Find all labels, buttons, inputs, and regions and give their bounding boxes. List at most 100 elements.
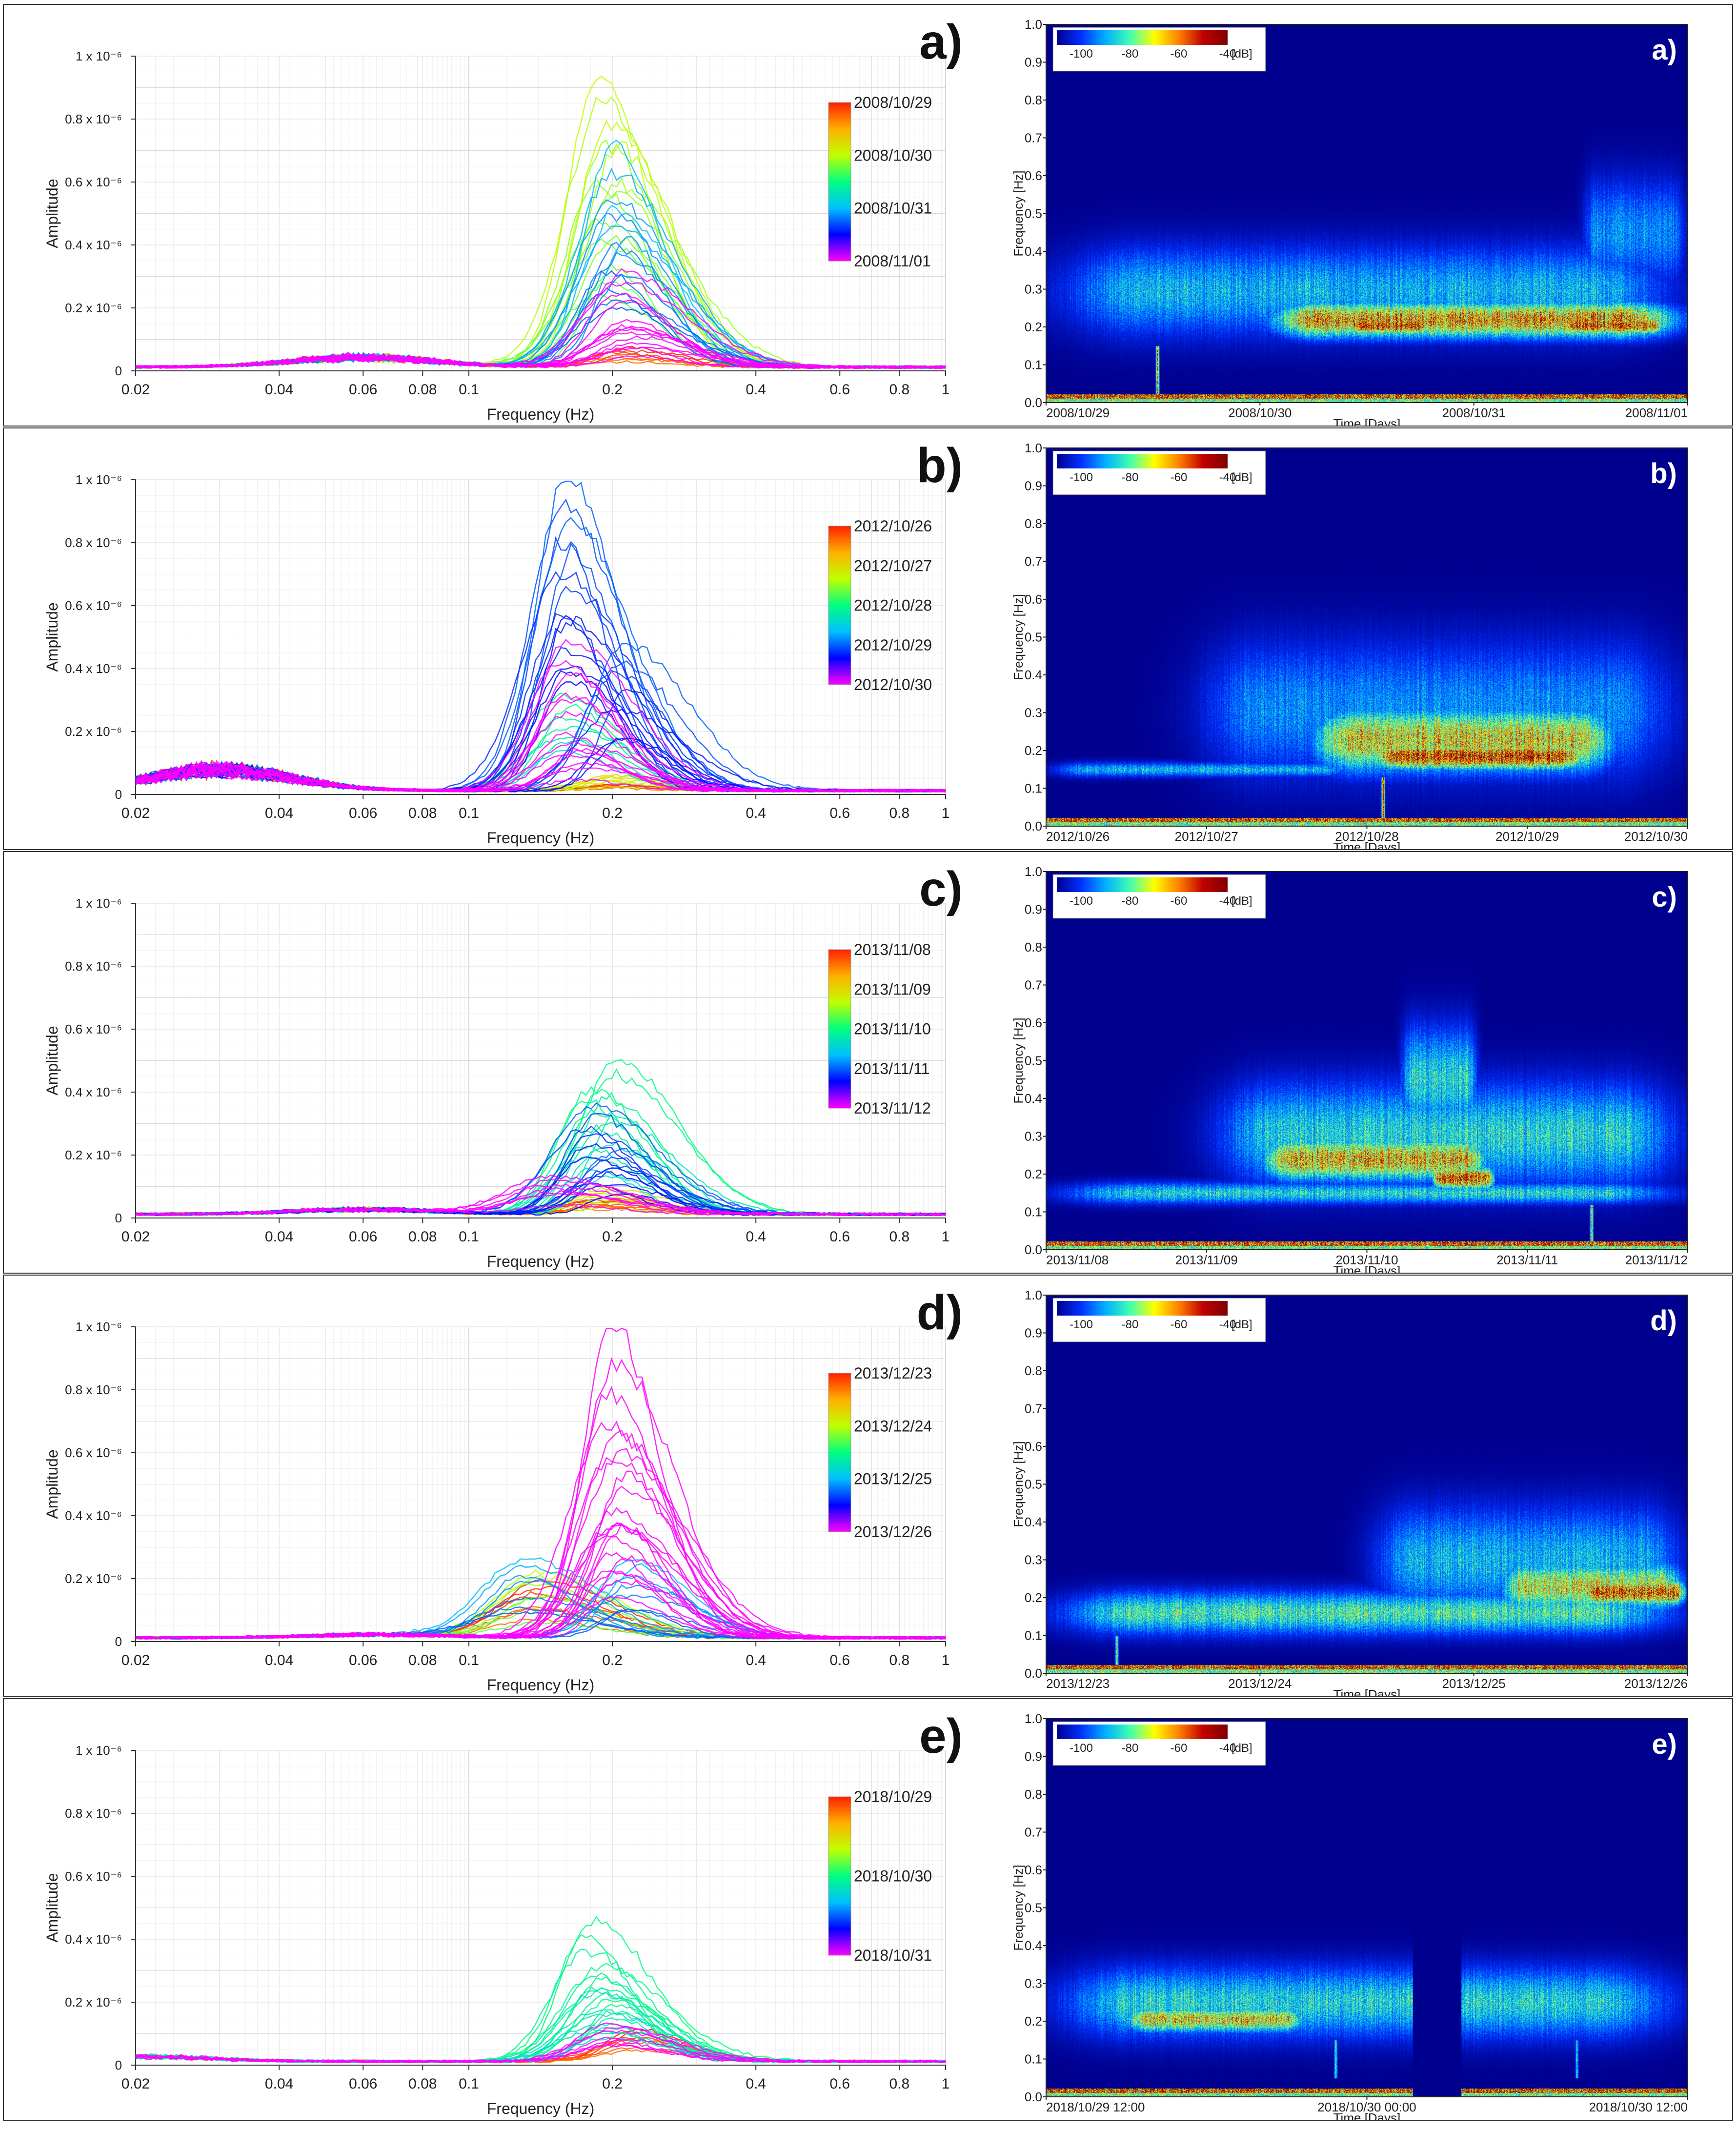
x-tick-label: 2008/11/01 — [1625, 406, 1688, 420]
spectrum-line — [135, 1570, 946, 1640]
grid — [135, 56, 946, 371]
x-tick-label: 0.08 — [408, 1652, 437, 1668]
y-tick-label: 0.2 — [1025, 743, 1042, 758]
db-tick-label: -60 — [1171, 47, 1188, 61]
spectrogram-canvas-e — [1046, 1719, 1688, 2097]
x-axis-label: Time [Days] — [1333, 1687, 1401, 1696]
y-tick-label: 0.9 — [1025, 902, 1042, 917]
db-tick-label: -100 — [1070, 471, 1093, 484]
y-tick-label: 0.6 — [1025, 592, 1042, 607]
x-tick-label: 2018/10/30 00:00 — [1317, 2100, 1416, 2114]
x-axis-label: Time [Days] — [1333, 2111, 1401, 2120]
y-tick-label: 0.0 — [1025, 819, 1042, 833]
y-tick-label: 0.6 x 10⁻⁶ — [65, 1022, 122, 1036]
db-tick-label: -40 — [1219, 471, 1236, 484]
y-tick-label: 0.1 — [1025, 1628, 1042, 1643]
panel-label: a) — [919, 15, 963, 69]
spectrum-line — [135, 2044, 946, 2063]
y-tick-label: 0 — [115, 364, 122, 378]
plot-frame — [1046, 1718, 1688, 2097]
x-tick-label: 0.1 — [459, 382, 479, 398]
x-axis-label: Time [Days] — [1333, 840, 1401, 849]
x-tick-label: 0.2 — [602, 805, 623, 821]
x-tick-label: 0.02 — [121, 382, 150, 398]
x-tick-label: 0.04 — [265, 1229, 293, 1245]
x-tick-label: 0.08 — [408, 1229, 437, 1245]
y-tick-label: 0.5 — [1025, 1477, 1042, 1492]
panel-label: e) — [1652, 1728, 1677, 1760]
panel-label: e) — [919, 1709, 963, 1764]
x-tick-label: 0.08 — [408, 382, 437, 398]
x-tick-label: 0.02 — [121, 1652, 150, 1668]
y-tick-label: 0.8 x 10⁻⁶ — [65, 535, 122, 550]
y-tick-label: 0.8 x 10⁻⁶ — [65, 112, 122, 126]
x-tick-label: 0.04 — [265, 805, 293, 821]
y-tick-label: 0.6 x 10⁻⁶ — [65, 1869, 122, 1884]
x-tick-label: 0.06 — [349, 2076, 377, 2092]
spectrogram-c: 0.0 0.1 0.2 0.3 0.4 0.5 0.6 0.7 0.8 0.9 1.0 2013/11… — [1005, 852, 1732, 1273]
x-tick-label: 0.4 — [746, 805, 766, 821]
y-tick-label: 0.5 — [1025, 1901, 1042, 1915]
x-tick-label: 0.8 — [889, 1229, 909, 1245]
db-tick-label: -100 — [1070, 47, 1093, 61]
y-tick-label: 0.2 x 10⁻⁶ — [65, 724, 122, 739]
y-axis-label: Amplitude — [43, 602, 61, 671]
legend-date-label: 2012/10/26 — [854, 517, 932, 535]
x-tick-label: 0.8 — [889, 2076, 909, 2092]
panel-row-d: 0 0.2 x 10⁻⁶ 0.4 x 10⁻⁶ 0.6 x 10⁻⁶ 0.8 x 10⁻… — [3, 1275, 1733, 1697]
x-tick-label: 2013/12/23 — [1046, 1676, 1110, 1691]
spectrogram-e: 0.0 0.1 0.2 0.3 0.4 0.5 0.6 0.7 0.8 0.9 1.0 2018/10… — [1005, 1699, 1732, 2120]
x-tick-label: 2013/11/10 — [1335, 1253, 1398, 1267]
x-axis-label: Frequency (Hz) — [487, 829, 595, 847]
x-tick-label: 0.6 — [829, 1229, 850, 1245]
db-tick-label: -40 — [1219, 1742, 1236, 1755]
y-tick-label: 0.8 x 10⁻⁶ — [65, 1806, 122, 1821]
y-tick-label: 0.8 — [1025, 516, 1042, 531]
y-tick-label: 1 x 10⁻⁶ — [76, 49, 122, 63]
y-tick-label: 0.6 x 10⁻⁶ — [65, 175, 122, 189]
panel-row-e: 0 0.2 x 10⁻⁶ 0.4 x 10⁻⁶ 0.6 x 10⁻⁶ 0.8 x 10⁻… — [3, 1698, 1733, 2121]
x-tick-label: 1 — [942, 1229, 950, 1245]
y-tick-label: 0 — [115, 787, 122, 802]
y-tick-label: 0.6 — [1025, 1439, 1042, 1454]
legend-date-label: 2012/10/28 — [854, 597, 932, 614]
y-tick-label: 0.4 — [1025, 244, 1042, 259]
x-tick-label: 2013/11/09 — [1175, 1253, 1238, 1267]
db-tick-label: -40 — [1219, 894, 1236, 908]
date-colorbar — [828, 1796, 851, 1956]
y-tick-label: 0.4 x 10⁻⁶ — [65, 1508, 122, 1523]
y-tick-label: 1.0 — [1025, 1711, 1042, 1726]
legend-date-label: 2013/11/11 — [854, 1060, 929, 1077]
db-tick-label: -40 — [1219, 1318, 1236, 1331]
x-axis-label: Frequency (Hz) — [487, 2100, 595, 2117]
x-tick-label: 2012/10/30 — [1624, 829, 1688, 844]
y-tick-label: 0.1 — [1025, 2052, 1042, 2067]
db-tick-label: -80 — [1122, 47, 1139, 61]
db-colorbar — [1057, 454, 1228, 468]
x-tick-label: 0.08 — [408, 805, 437, 821]
db-tick-label: -60 — [1171, 894, 1188, 908]
spectrum-line — [135, 755, 946, 792]
y-tick-label: 0.6 — [1025, 168, 1042, 183]
y-axis-label: Amplitude — [43, 1449, 61, 1519]
db-tick-label: -60 — [1171, 1318, 1188, 1331]
x-tick-label: 0.2 — [602, 1229, 623, 1245]
legend-date-label: 2008/10/30 — [854, 146, 932, 164]
x-axis-label: Frequency (Hz) — [487, 1253, 595, 1270]
x-tick-label: 0.04 — [265, 2076, 293, 2092]
y-tick-label: 0.6 x 10⁻⁶ — [65, 598, 122, 613]
y-tick-label: 0.5 — [1025, 630, 1042, 645]
x-tick-label: 0.6 — [829, 1652, 850, 1668]
legend-date-label: 2013/11/09 — [854, 980, 931, 998]
plot-frame — [1046, 1295, 1688, 1674]
y-tick-label: 0.5 — [1025, 206, 1042, 221]
y-tick-label: 0.2 — [1025, 1167, 1042, 1181]
y-tick-label: 0.8 — [1025, 93, 1042, 107]
legend-date-label: 2012/10/29 — [854, 636, 932, 654]
y-tick-label: 0.7 — [1025, 978, 1042, 993]
x-tick-label: 2018/10/29 12:00 — [1046, 2100, 1145, 2114]
x-tick-label: 2012/10/29 — [1495, 829, 1559, 844]
x-tick-label: 0.4 — [746, 2076, 766, 2092]
y-tick-label: 0.0 — [1025, 2090, 1042, 2104]
db-unit-label: [dB] — [1231, 1742, 1252, 1755]
